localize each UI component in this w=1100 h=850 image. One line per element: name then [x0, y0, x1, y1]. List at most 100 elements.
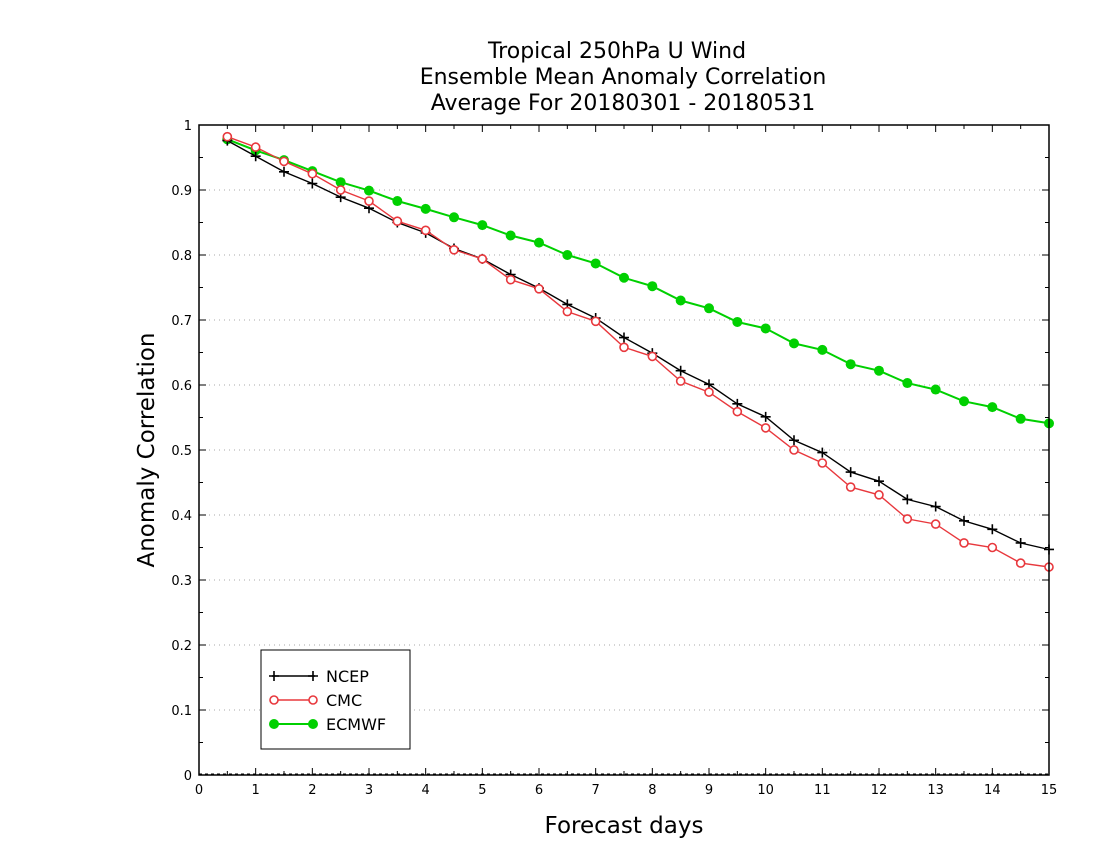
point-ncep [250, 151, 261, 162]
point-ecmwf [902, 378, 913, 389]
legend-label: ECMWF [326, 715, 386, 734]
point-ecmwf [760, 323, 771, 334]
point-cmc [959, 538, 969, 548]
point-ecmwf [619, 272, 629, 283]
x-tick-label: 8 [648, 783, 656, 798]
point-ecmwf [732, 316, 743, 327]
chart-title-line-1: Tropical 250hPa U Wind [487, 39, 746, 64]
y-tick-label: 0.6 [171, 379, 192, 394]
point-ncep [675, 365, 686, 376]
x-tick-label: 12 [871, 783, 888, 798]
y-tick-label: 0.8 [171, 249, 192, 264]
x-tick-label: 4 [422, 783, 430, 798]
point-ecmwf [1015, 413, 1026, 424]
point-ecmwf [420, 203, 431, 214]
series-layer [222, 131, 1054, 572]
x-tick-label: 1 [252, 783, 260, 798]
point-ecmwf [845, 359, 856, 370]
point-ncep [760, 411, 771, 422]
point-ncep [902, 494, 913, 505]
point-ecmwf [364, 185, 374, 196]
point-cmc [279, 156, 289, 167]
point-cmc [817, 458, 828, 468]
x-tick-label: 11 [814, 783, 831, 798]
x-tick-label: 15 [1041, 783, 1058, 798]
x-tick-label: 2 [308, 783, 316, 798]
point-cmc [789, 445, 799, 455]
point-cmc [647, 351, 658, 362]
point-ncep [619, 332, 629, 343]
point-cmc [505, 274, 516, 285]
legend-marker [308, 671, 318, 681]
point-cmc [392, 216, 403, 226]
point-ecmwf [505, 230, 516, 241]
point-ncep [845, 467, 856, 478]
point-ecmwf [987, 402, 998, 413]
point-ncep [307, 178, 318, 189]
point-cmc [590, 316, 601, 327]
point-ncep [987, 524, 998, 535]
point-cmc [222, 131, 233, 142]
legend-marker [269, 695, 279, 705]
point-cmc [902, 514, 913, 524]
x-tick-label: 6 [535, 783, 543, 798]
point-ecmwf [647, 281, 658, 292]
x-tick-label: 0 [195, 783, 203, 798]
point-ecmwf [675, 295, 686, 306]
point-ecmwf [959, 396, 969, 407]
point-ecmwf [874, 365, 884, 376]
point-cmc [307, 168, 318, 179]
point-ecmwf [704, 303, 714, 314]
series-ncep [222, 135, 1054, 555]
point-ecmwf [817, 344, 828, 355]
point-ecmwf [392, 196, 403, 207]
y-tick-label: 0.1 [171, 704, 192, 719]
y-axis-label: Anomaly Correlation [134, 332, 160, 567]
legend-marker [308, 695, 318, 705]
point-cmc [250, 142, 261, 152]
point-ncep [279, 166, 289, 177]
y-tick-label: 0 [184, 769, 192, 784]
point-ecmwf [534, 237, 544, 248]
point-cmc [534, 283, 544, 294]
x-axis-label: Forecast days [545, 813, 704, 839]
legend-marker [308, 719, 318, 729]
point-ncep [930, 501, 941, 512]
point-ecmwf [590, 258, 601, 269]
y-tick-label: 0.3 [171, 574, 192, 589]
chart-title: Tropical 250hPa U Wind Ensemble Mean Ano… [420, 39, 827, 116]
y-tick-label: 0.4 [171, 509, 192, 524]
y-tick-label: 0.9 [171, 184, 192, 199]
x-tick-label: 7 [592, 783, 600, 798]
point-ecmwf [477, 220, 488, 231]
point-cmc [760, 423, 771, 433]
point-cmc [845, 482, 856, 492]
point-cmc [449, 245, 459, 255]
point-cmc [987, 542, 998, 553]
x-tick-label: 13 [927, 783, 944, 798]
point-ecmwf [789, 338, 799, 349]
y-tick-label: 0.7 [171, 314, 192, 329]
legend-marker [269, 719, 279, 729]
point-ncep [1015, 537, 1026, 548]
point-ncep [789, 435, 799, 446]
legend-item-ncep: NCEP [269, 667, 369, 686]
point-ecmwf [930, 384, 941, 395]
chart-title-line-2: Ensemble Mean Anomaly Correlation [420, 65, 827, 90]
y-tick-label: 1 [184, 119, 192, 134]
legend-item-cmc: CMC [269, 691, 362, 710]
series-ecmwf [222, 134, 1054, 429]
legend-label: CMC [326, 691, 362, 710]
legend-marker [269, 671, 279, 681]
point-cmc [364, 196, 374, 206]
series-cmc [222, 131, 1054, 572]
point-cmc [420, 225, 431, 236]
point-cmc [675, 376, 686, 386]
x-tick-label: 5 [478, 783, 486, 798]
point-ecmwf [562, 250, 573, 260]
x-tick-label: 10 [757, 783, 774, 798]
y-tick-label: 0.5 [171, 444, 192, 459]
point-cmc [930, 519, 941, 529]
x-tick-label: 9 [705, 783, 713, 798]
